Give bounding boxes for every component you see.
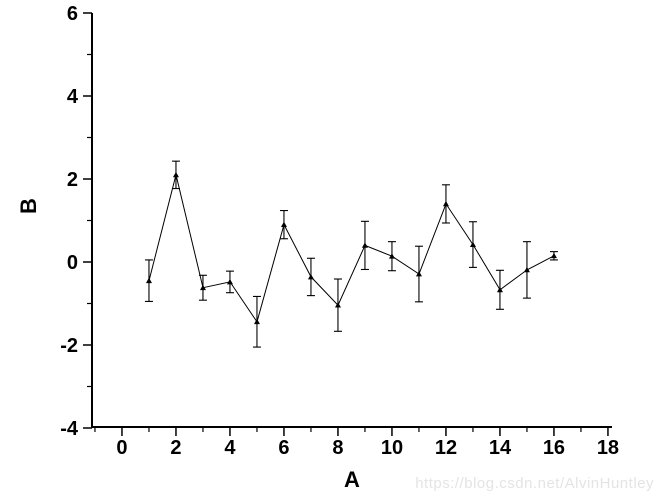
data-point-marker xyxy=(361,242,368,248)
x-axis-title: A xyxy=(344,467,360,492)
x-tick-label: 0 xyxy=(116,437,127,459)
y-tick-label: 6 xyxy=(67,3,78,25)
data-point-marker xyxy=(280,221,287,228)
x-tick-label: 14 xyxy=(489,437,512,459)
data-point-marker xyxy=(334,302,341,308)
data-point-marker xyxy=(415,271,422,277)
x-tick-label: 18 xyxy=(597,437,619,459)
data-point-marker xyxy=(550,252,557,259)
data-point-marker xyxy=(496,286,503,293)
data-point-marker xyxy=(253,318,260,325)
x-tick-label: 4 xyxy=(224,437,236,459)
y-tick-label: 4 xyxy=(67,86,79,108)
x-tick-label: 16 xyxy=(543,437,565,459)
data-point-marker xyxy=(145,277,152,284)
data-point-marker xyxy=(442,200,449,207)
data-point-marker xyxy=(226,278,233,285)
x-tick-label: 12 xyxy=(435,437,457,459)
y-tick-label: -4 xyxy=(60,418,79,440)
data-point-marker xyxy=(523,266,530,273)
x-tick-label: 8 xyxy=(332,437,343,459)
y-tick-label: -2 xyxy=(60,335,78,357)
y-tick-label: 0 xyxy=(67,252,78,274)
data-point-marker xyxy=(307,273,314,280)
data-point-marker xyxy=(172,171,179,178)
data-point-marker xyxy=(469,241,476,247)
y-axis-title: B xyxy=(16,198,41,214)
x-tick-label: 6 xyxy=(278,437,289,459)
watermark-text: https://blog.csdn.net/AlvinHuntley xyxy=(415,475,654,492)
x-tick-label: 10 xyxy=(381,437,403,459)
data-line xyxy=(148,174,555,323)
y-tick-label: 2 xyxy=(67,169,78,191)
data-point-marker xyxy=(199,284,206,291)
x-tick-label: 2 xyxy=(170,437,181,459)
data-point-marker xyxy=(388,253,395,259)
